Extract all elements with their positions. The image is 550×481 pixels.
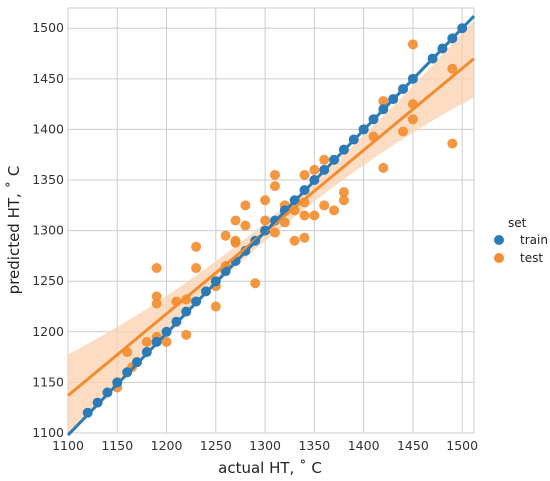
test-point — [309, 210, 320, 221]
test-point — [279, 217, 290, 228]
legend: set train test — [494, 216, 548, 265]
y-tick-label: 1400 — [32, 121, 64, 136]
legend-label-test: test — [520, 251, 543, 265]
test-point — [378, 162, 389, 173]
x-tick-label: 1450 — [397, 438, 429, 453]
test-point — [289, 235, 300, 246]
test-point — [378, 96, 389, 107]
x-tick-label: 1500 — [446, 438, 478, 453]
test-point — [398, 126, 409, 137]
test-point — [260, 195, 271, 206]
test-point — [269, 169, 280, 180]
test-point — [319, 200, 330, 211]
test-point — [250, 278, 261, 289]
train-regression-line — [66, 15, 476, 437]
test-point — [407, 114, 418, 125]
test-point — [447, 138, 458, 149]
test-point — [299, 169, 310, 180]
y-tick-label: 1250 — [32, 273, 64, 288]
test-point — [220, 230, 231, 241]
test-point — [151, 263, 162, 274]
legend-marker-train — [494, 235, 504, 245]
x-tick-label: 1350 — [298, 438, 330, 453]
y-tick-label: 1350 — [32, 172, 64, 187]
test-point — [447, 63, 458, 74]
regression-lines — [66, 15, 476, 437]
test-point — [181, 329, 192, 340]
x-tick-label: 1200 — [151, 438, 183, 453]
legend-title: set — [508, 216, 527, 230]
y-tick-label: 1500 — [32, 20, 64, 35]
test-point — [338, 195, 349, 206]
y-tick-label: 1150 — [32, 374, 64, 389]
test-point — [210, 301, 221, 312]
test-point — [269, 227, 280, 238]
y-axis-label: predicted HT, ˚ C — [5, 166, 23, 295]
test-point — [161, 336, 172, 347]
legend-label-train: train — [520, 233, 548, 247]
test-point — [338, 187, 349, 198]
test-point — [191, 241, 202, 252]
test-point — [151, 298, 162, 309]
y-tick-label: 1100 — [32, 425, 64, 440]
y-tick-label: 1200 — [32, 324, 64, 339]
test-point — [329, 205, 340, 216]
test-point — [299, 232, 310, 243]
x-tick-label: 1100 — [52, 438, 84, 453]
test-point — [269, 181, 280, 192]
x-axis-label: actual HT, ˚ C — [218, 459, 322, 477]
x-tick-label: 1300 — [249, 438, 281, 453]
tick-labels: 1100 1150 1200 1250 1300 1350 1400 1450 1500 1100… — [32, 20, 478, 453]
test-point — [240, 200, 251, 211]
x-tick-label: 1250 — [200, 438, 232, 453]
test-point — [151, 291, 162, 302]
test-point — [240, 220, 251, 231]
test-point — [407, 39, 418, 50]
test-point — [309, 164, 320, 175]
test-point — [260, 215, 271, 226]
test-point — [141, 336, 152, 347]
legend-marker-test — [494, 253, 504, 263]
y-tick-label: 1300 — [32, 223, 64, 238]
test-point — [191, 263, 202, 274]
test-point — [319, 154, 330, 165]
x-tick-label: 1150 — [101, 438, 133, 453]
test-point — [230, 237, 241, 248]
y-tick-label: 1450 — [32, 71, 64, 86]
x-tick-label: 1400 — [348, 438, 380, 453]
test-point — [299, 210, 310, 221]
test-point — [230, 215, 241, 226]
